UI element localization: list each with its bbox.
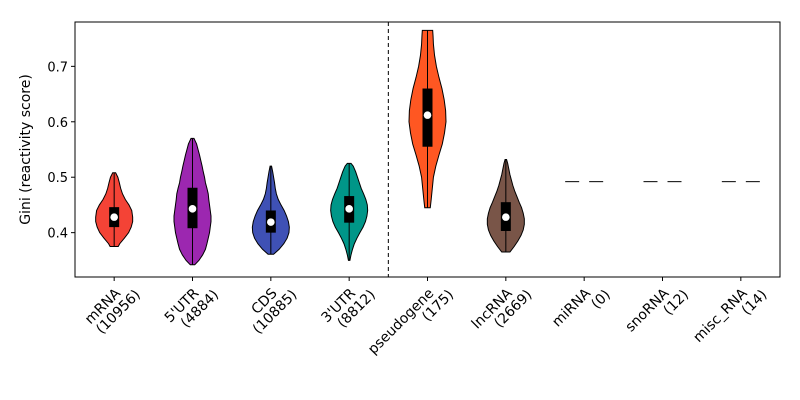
category-name: miRNA	[549, 285, 594, 330]
x-tick-label: mRNA(10956)	[82, 276, 144, 338]
x-tick-label: snoRNA(12)	[622, 276, 692, 346]
x-tick-label: CDS(10885)	[239, 276, 300, 337]
violin-lncrna	[486, 158, 525, 253]
violin-median-marker	[345, 205, 353, 213]
x-tick-label: miRNA(0)	[549, 276, 614, 341]
violins-layer	[95, 29, 525, 266]
violin-pseudogene	[408, 29, 447, 209]
y-tick-label: 0.6	[47, 116, 68, 131]
violin-5-utr	[173, 137, 212, 266]
x-tick-label: 5'UTR(4884)	[162, 276, 222, 336]
y-tick-label: 0.7	[47, 60, 68, 75]
category-count: (0)	[588, 287, 613, 312]
violin-median-marker	[267, 218, 275, 226]
violin-median-marker	[423, 111, 432, 119]
violin-median-marker	[110, 213, 118, 221]
category-name: misc_RNA	[690, 285, 751, 346]
y-tick-label: 0.4	[47, 227, 68, 242]
violin-cds	[251, 165, 290, 255]
violin-median-marker	[502, 213, 510, 221]
violin-mrna	[95, 172, 134, 248]
y-tick-label: 0.5	[47, 171, 68, 186]
violin-median-marker	[188, 205, 197, 213]
y-axis: 0.4 0.5 0.6 0.7	[47, 60, 75, 242]
x-tick-label: lncRNA(2669)	[469, 276, 536, 343]
x-tick-label: 3'UTR(8812)	[318, 276, 378, 336]
x-axis: mRNA(10956) 5'UTR(4884) CDS(10885) 3'UTR(88…	[82, 276, 770, 368]
x-tick-label: misc_RNA(14)	[690, 276, 770, 356]
violin-3-utr	[330, 162, 369, 261]
x-tick-label: pseudogene(175)	[365, 276, 457, 368]
y-axis-title: Gini (reactivity score)	[18, 74, 34, 225]
